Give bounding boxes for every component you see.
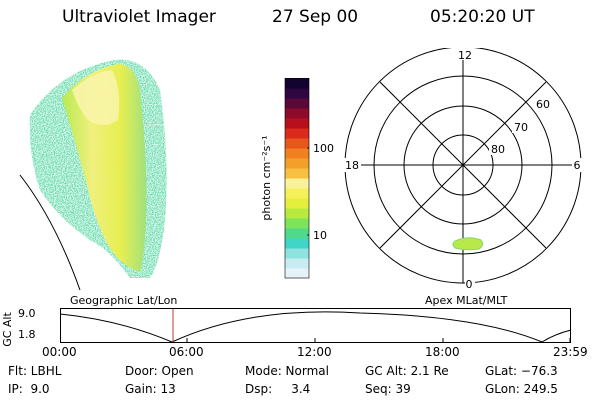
mlat-60-label: 60 (536, 98, 550, 111)
colorbar-swatch (285, 208, 309, 219)
status-dsp: Dsp: 3.4 (245, 382, 311, 396)
mlt-12-label: 12 (458, 49, 472, 62)
colorbar-swatch (285, 118, 309, 129)
status-gc-alt: GC Alt: 2.1 Re (365, 364, 449, 378)
colorbar-swatch (285, 78, 309, 89)
auroral-spot (452, 237, 484, 251)
earth-limb (19, 174, 81, 290)
orbit-x-tick-1: 06:00 (169, 345, 204, 359)
mlat-80-label: 80 (491, 143, 505, 156)
status-glon: GLon: 249.5 (485, 382, 558, 396)
colorbar-swatch (285, 158, 309, 169)
orbit-y-bottom: 1.8 (18, 328, 36, 341)
colorbar-tick-10: 10 (313, 229, 327, 242)
colorbar-swatch (285, 128, 309, 139)
status-ip: IP: 9.0 (8, 382, 50, 396)
colorbar-swatch (285, 138, 309, 149)
colorbar-tick-100: 100 (313, 142, 334, 155)
aurora-core (72, 70, 120, 125)
colorbar-swatch (285, 178, 309, 189)
colorbar-swatch (285, 228, 309, 239)
colorbar-gradient (285, 78, 309, 279)
orbit-ylabel-box: GC Alt (0, 309, 14, 349)
colorbar-swatch (285, 268, 309, 279)
colorbar-swatch (285, 168, 309, 179)
mlt-0-label: 0 (466, 278, 473, 291)
status-filter: Flt: LBHL (8, 364, 62, 378)
mlat-70-label: 70 (514, 121, 528, 134)
status-door: Door: Open (125, 364, 194, 378)
colorbar-swatch (285, 218, 309, 229)
orbit-altitude-curve (60, 311, 572, 343)
status-glat: GLat: −76.3 (485, 364, 558, 378)
orbit-x-tick-2: 12:00 (297, 345, 332, 359)
geographic-image (19, 59, 167, 290)
orbit-x-tick-4: 23:59 (553, 345, 588, 359)
aurora-band (62, 64, 147, 272)
colorbar: photon cm⁻²s⁻¹ (262, 78, 310, 279)
colorbar-swatch (285, 188, 309, 199)
colorbar-swatch (285, 258, 309, 269)
colorbar-swatch (285, 108, 309, 119)
mlt-6-label: 6 (574, 159, 581, 172)
status-mode: Mode: Normal (245, 364, 329, 378)
status-seq: Seq: 39 (365, 382, 411, 396)
colorbar-swatch (285, 198, 309, 209)
colorbar-swatch (285, 98, 309, 109)
colorbar-unit-label: photon cm⁻²s⁻¹ (262, 135, 273, 220)
status-gain: Gain: 13 (125, 382, 176, 396)
left-panel-caption: Geographic Lat/Lon (70, 294, 178, 307)
orbit-ylabel: GC Alt (0, 312, 14, 347)
mlt-18-label: 18 (345, 159, 359, 172)
orbit-x-tick-0: 00:00 (42, 345, 77, 359)
colorbar-swatch (285, 88, 309, 99)
observation-date: 27 Sep 00 (272, 7, 359, 27)
orbit-x-tick-3: 18:00 (425, 345, 460, 359)
observation-time: 05:20:20 UT (430, 7, 535, 27)
colorbar-swatch (285, 148, 309, 159)
colorbar-swatch (285, 238, 309, 249)
orbit-plot (60, 308, 572, 343)
orbit-y-top: 9.0 (18, 307, 36, 320)
right-panel-caption: Apex MLat/MLT (425, 294, 508, 307)
polar-plot: 12 18 6 0 60 70 80 (343, 48, 582, 291)
app-title: Ultraviolet Imager (62, 7, 216, 27)
colorbar-swatch (285, 248, 309, 259)
